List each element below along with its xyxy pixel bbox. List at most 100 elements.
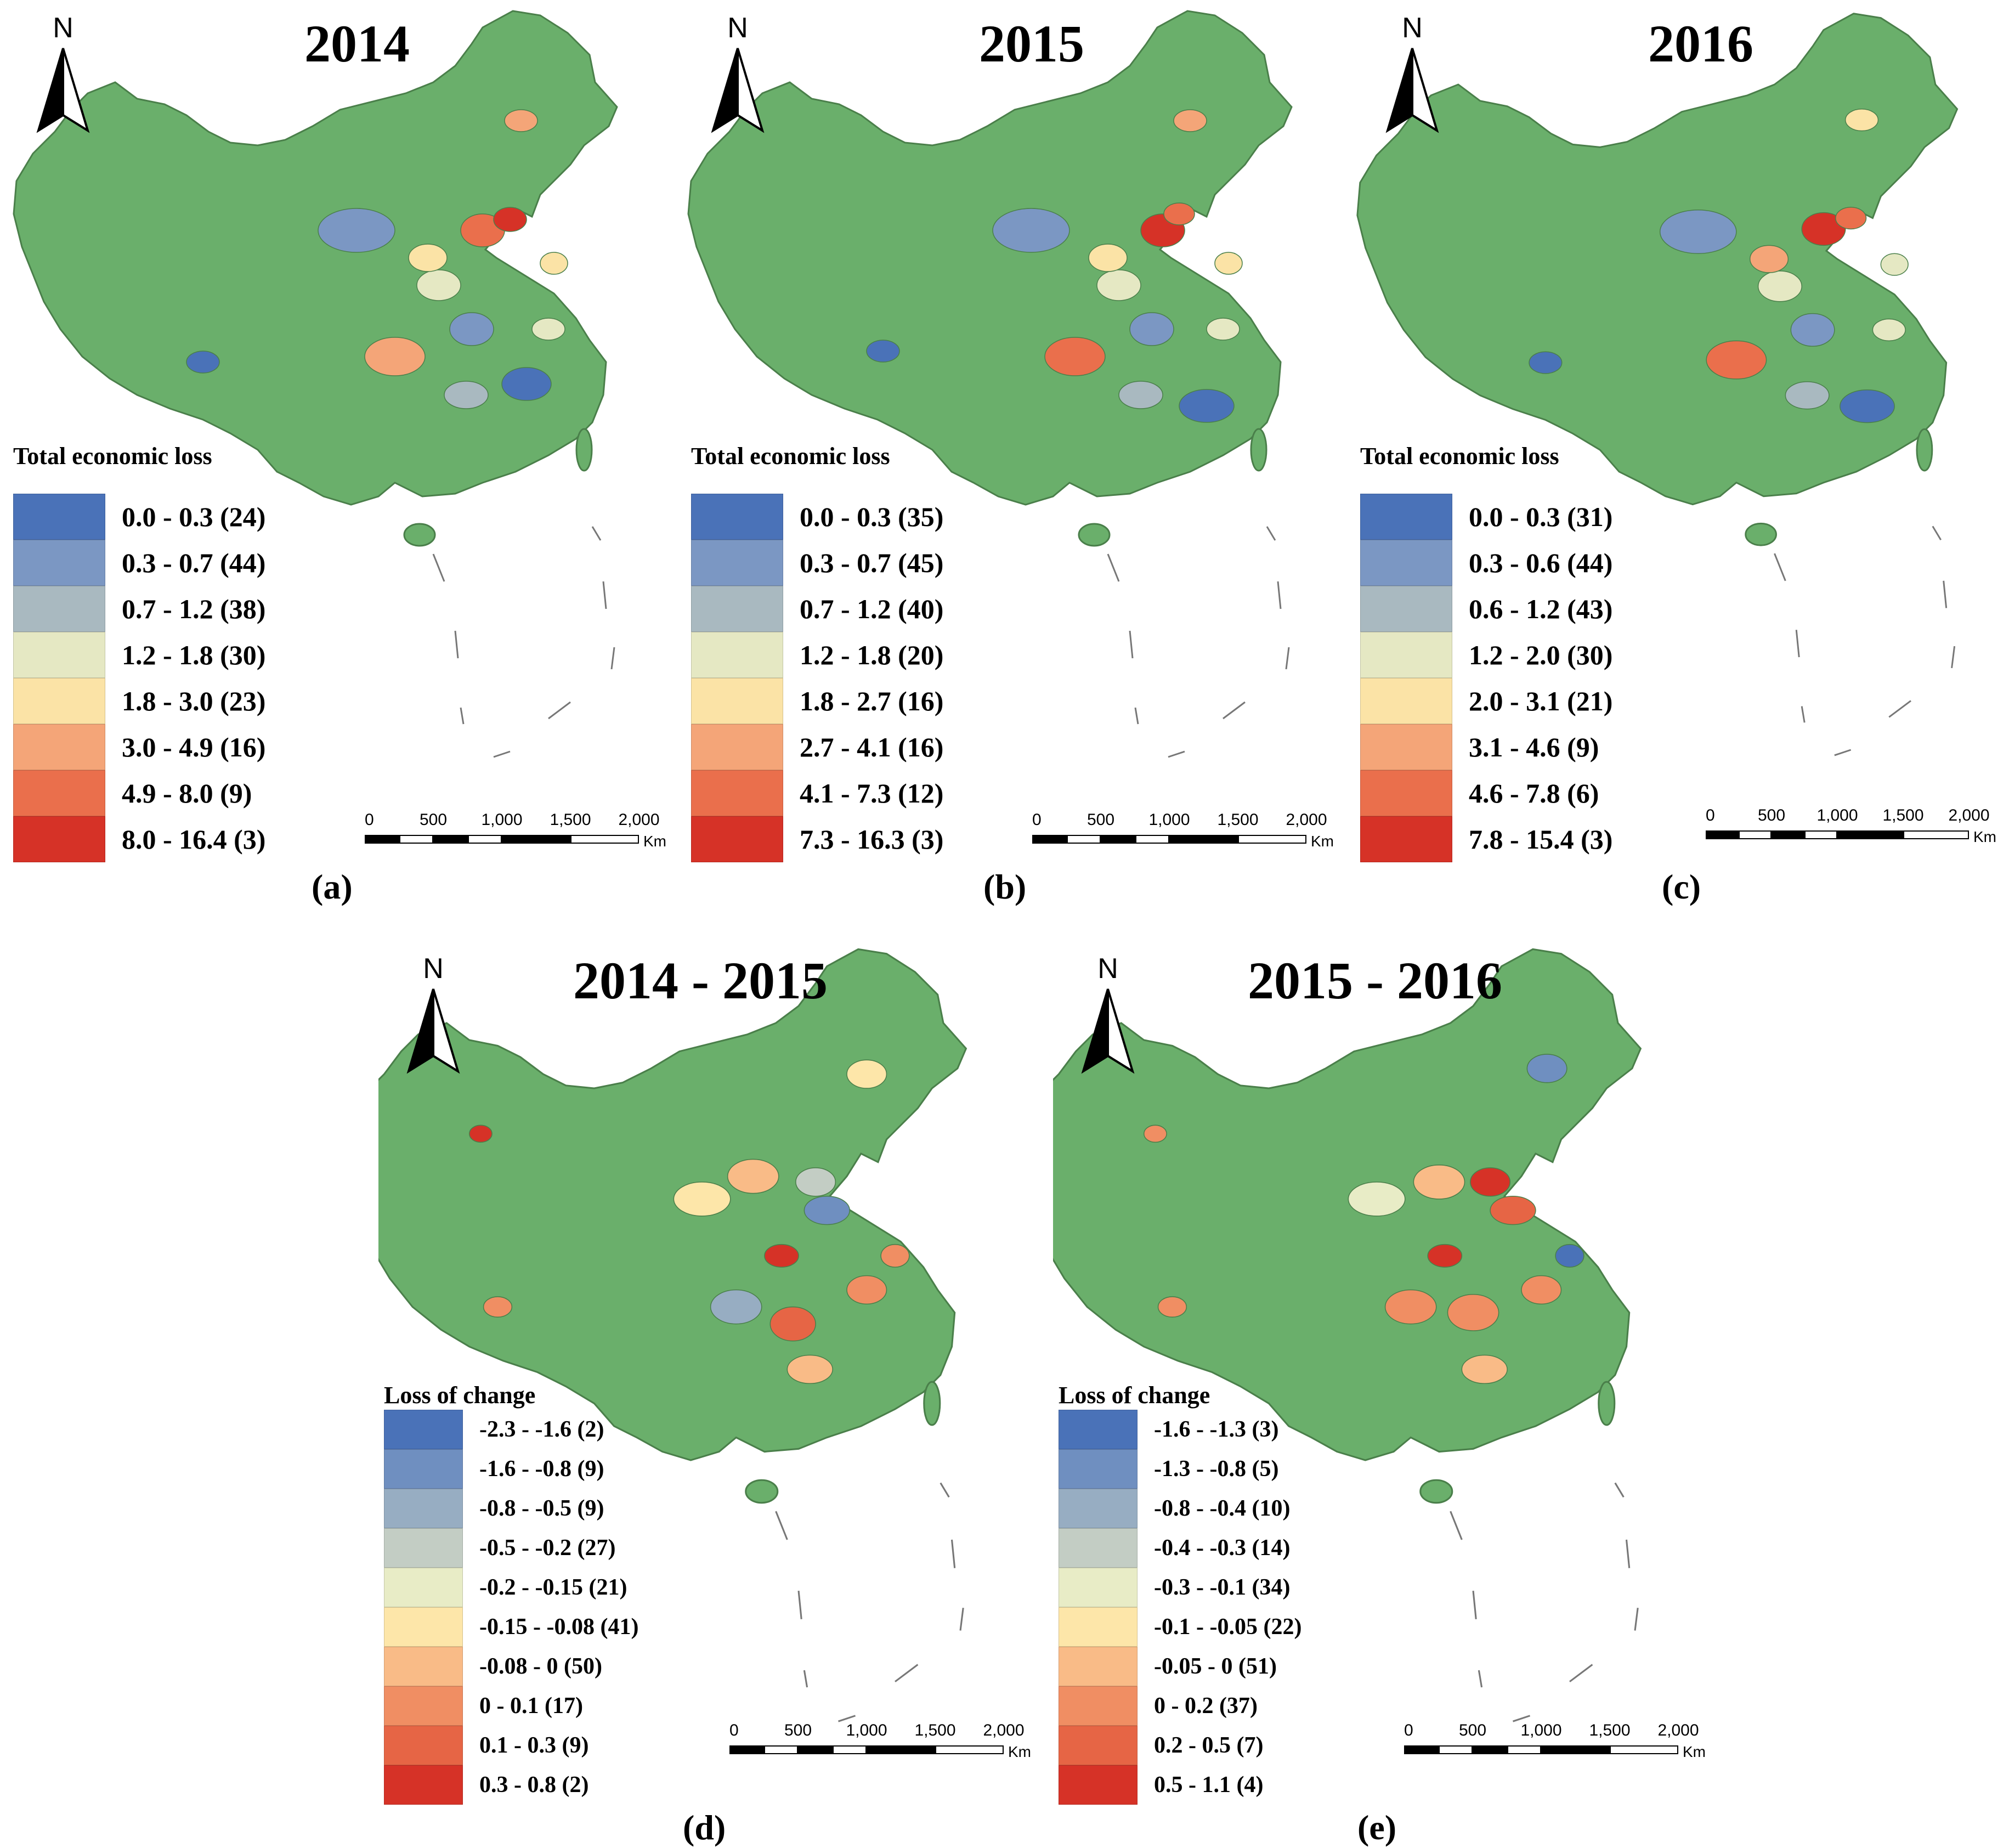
prefecture-region [1659,209,1737,254]
scale-segment [1066,835,1101,844]
panel-caption: (b) [983,867,1027,906]
panel-caption: (a) [312,867,353,906]
prefecture-region [468,1124,493,1143]
legend-swatch [13,678,105,724]
legend-label: -0.3 - -0.1 (34) [1154,1575,1291,1600]
prefecture-region [992,208,1070,253]
prefecture-region [1555,1244,1584,1268]
prefecture-region [1447,1294,1499,1331]
legend-label: -0.8 - -0.4 (10) [1154,1496,1291,1521]
prefecture-region [1157,1296,1187,1318]
scale-tick-label: 0 [1032,811,1042,829]
scale-segment [1507,1745,1541,1754]
scale-segment [1837,830,1903,839]
scale-tick-label: 2,000 [1657,1721,1699,1739]
legend-swatch [384,1489,463,1528]
legend-swatch [13,586,105,632]
nine-dash-line-segment [1614,1482,1625,1498]
scale-unit: Km [1683,1743,1706,1760]
prefecture-region [1790,313,1835,347]
legend-swatch [384,1686,463,1726]
prefecture-region [1840,389,1895,423]
scale-bar: 0 500 1,000 1,500 2,000 Km [1032,811,1339,855]
nine-dash-line-segment [1223,701,1246,720]
scale-tick-label: 2,000 [1286,811,1327,829]
legend-swatch [384,1568,463,1607]
scale-segment [1169,835,1238,844]
hainan-island [745,1479,779,1504]
scale-segment [1032,835,1067,844]
legend-label: 1.8 - 2.7 (16) [800,686,944,716]
scale-unit: Km [1973,828,1996,845]
legend-label: -0.05 - 0 (51) [1154,1654,1277,1679]
scale-segment [1706,830,1739,839]
prefecture-region [1757,270,1802,302]
nine-dash-line-segment [895,1664,919,1682]
prefecture-region [673,1182,731,1217]
prefecture-region [416,269,461,301]
prefecture-region [444,381,489,409]
panel-title: 2015 - 2016 [1248,951,1502,1010]
legend-label: 0.6 - 1.2 (43) [1469,594,1613,624]
legend-label: 4.1 - 7.3 (12) [800,778,944,809]
prefecture-region [803,1195,850,1225]
legend-label: 4.9 - 8.0 (9) [122,778,252,809]
prefecture-region [1461,1354,1508,1384]
prefecture-region [1348,1182,1406,1217]
legend-label: 0 - 0.2 (37) [1154,1693,1258,1719]
scale-tick-label: 0 [365,811,374,829]
north-label: N [1097,953,1118,985]
scale-tick-label: 1,500 [1589,1721,1631,1739]
north-arrow-icon: N [406,953,460,1074]
legend-label: 2.0 - 3.1 (21) [1469,686,1613,716]
nine-dash-line-segment [610,647,615,670]
china-map [378,948,967,1722]
panel-d: 2014 - 2015 N Loss of change -2.3 - -1.6… [378,933,1048,1847]
nine-dash-line-segment [432,553,445,582]
prefecture-region [318,208,395,253]
legend-swatch [13,770,105,816]
legend-swatch [1059,1647,1138,1686]
scale-unit: Km [643,833,666,850]
legend-label: 0.3 - 0.7 (45) [800,547,944,578]
nine-dash-line-segment [1168,750,1185,758]
legend-label: 4.6 - 7.8 (6) [1469,778,1599,809]
north-arrow-icon: N [711,12,765,133]
legend-title: Total economic loss [13,443,212,470]
prefecture-region [1785,381,1830,410]
legend-label: 0 - 0.1 (17) [479,1693,583,1719]
legend-label: -2.3 - -1.6 (2) [479,1417,604,1442]
prefecture-region [483,1296,513,1318]
legend-swatch [1360,494,1452,540]
prefecture-region [1844,109,1879,132]
taiwan-island [1250,428,1267,472]
nine-dash-line-segment [1277,581,1282,609]
taiwan-island [575,428,593,472]
legend-swatch [13,724,105,770]
china-landmass [1356,13,1959,506]
legend-swatch [1059,1410,1138,1449]
legend-swatch [691,816,783,862]
panel-title: 2014 [304,14,410,73]
nine-dash-line-segment [493,750,511,758]
scale-tick-label: 0 [729,1721,739,1739]
prefecture-region [449,312,494,346]
north-arrow-icon: N [36,12,90,133]
nine-dash-line-segment [950,1539,956,1568]
prefecture-region [880,1244,910,1268]
scale-tick-label: 2,000 [618,811,660,829]
legend-swatch [1059,1449,1138,1489]
scale-segment [1541,1745,1610,1754]
prefecture-region [1096,269,1141,301]
nine-dash-line-segment [1834,749,1852,756]
legend-swatch [13,494,105,540]
prefecture-region [1143,1124,1167,1143]
nine-dash-line-segment [797,1590,802,1619]
legend-title: Loss of change [384,1382,536,1409]
nine-dash-line-segment [602,581,607,609]
nine-dash-line-segment [1625,1539,1631,1568]
scale-tick-label: 1,500 [1217,811,1259,829]
panel-b: 2015 N Total economic loss 0.0 - 0.3 (35… [675,0,1344,933]
prefecture-region [727,1158,779,1194]
scale-tick-label: 1,000 [1816,806,1858,824]
